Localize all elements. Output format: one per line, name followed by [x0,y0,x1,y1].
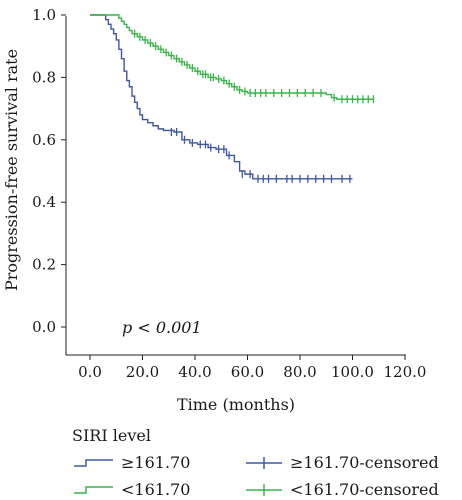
ticks: 0.0 0.2 0.4 0.6 0.8 1.0 0.0 20.0 40.0 60.0 80.0 100… [32,6,426,381]
x-tick-label: 0.0 [78,363,102,381]
legend-item-high: ≥161.70 [74,453,190,472]
y-tick-label: 0.8 [32,68,56,86]
y-tick-label: 0.4 [32,193,56,211]
axes [65,16,406,356]
legend-label-low-censored: <161.70-censored [290,480,439,499]
x-tick-label: 100.0 [331,363,374,381]
x-tick-label: 40.0 [178,363,211,381]
legend-label-high: ≥161.70 [121,453,190,472]
legend-step-swatch-high [74,459,113,467]
legend-label-low: <161.70 [121,480,190,499]
legend-step-swatch-low [74,486,113,494]
legend: SIRI level ≥161.70 <161.70 ≥161.70-censo… [72,426,439,499]
legend-item-low-censored: <161.70-censored [246,480,439,499]
p-value-annotation: p < 0.001 [122,318,202,337]
x-tick-label: 120.0 [384,363,427,381]
y-tick-label: 1.0 [32,6,56,24]
x-axis-label: Time (months) [177,395,295,414]
y-tick-label: 0.6 [32,131,56,149]
series-layer [90,14,375,183]
x-tick-label: 80.0 [283,363,316,381]
legend-title: SIRI level [72,426,151,445]
survival-step-line [90,14,353,180]
y-tick-label: 0.2 [32,256,56,274]
series-high [90,14,353,183]
legend-item-high-censored: ≥161.70-censored [246,453,439,472]
x-tick-label: 60.0 [231,363,264,381]
y-tick-label: 0.0 [32,318,56,336]
y-axis-label: Progression-free survival rate [2,49,21,291]
x-tick-label: 20.0 [126,363,159,381]
legend-item-low: <161.70 [74,480,190,499]
survival-step-line [90,14,374,100]
legend-label-high-censored: ≥161.70-censored [290,453,439,472]
series-low [90,14,375,104]
